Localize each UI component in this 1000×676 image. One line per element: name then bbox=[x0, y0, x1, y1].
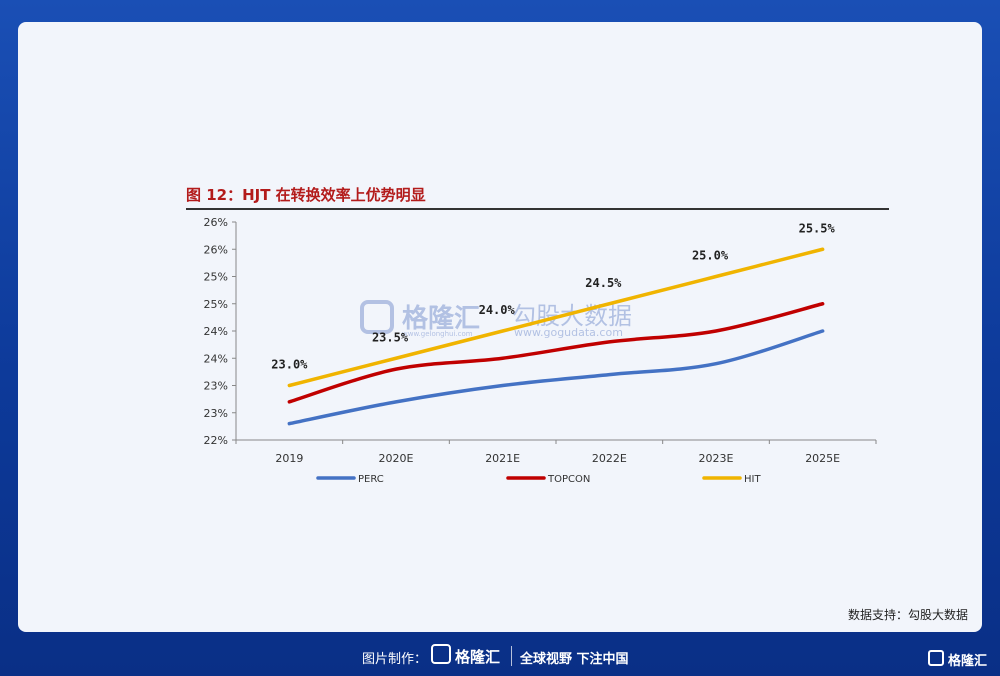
corner-logo-text: 格隆汇 bbox=[948, 654, 988, 669]
y-tick-label: 25% bbox=[204, 298, 228, 311]
title-rule bbox=[186, 208, 889, 210]
x-tick-label: 2020E bbox=[379, 452, 414, 465]
chart-card bbox=[18, 22, 982, 632]
footer-divider bbox=[511, 646, 512, 666]
figure-title: 图 12：HJT 在转换效率上优势明显 bbox=[186, 186, 426, 204]
y-tick-label: 24% bbox=[204, 325, 228, 338]
y-tick-label: 23% bbox=[204, 380, 228, 393]
footer-logo-text: 格隆汇 bbox=[455, 648, 501, 666]
data-label-hit: 24.5% bbox=[585, 276, 622, 290]
y-tick-label: 22% bbox=[204, 434, 228, 447]
watermark-data-url: www.gogudata.com bbox=[514, 326, 623, 339]
watermark-logo-icon bbox=[360, 300, 394, 334]
y-tick-label: 26% bbox=[204, 216, 228, 229]
legend-label-perc: PERC bbox=[358, 474, 384, 485]
y-tick-label: 23% bbox=[204, 407, 228, 420]
data-label-hit: 23.0% bbox=[271, 358, 308, 372]
y-tick-label: 26% bbox=[204, 243, 228, 256]
footer-logo-icon bbox=[431, 644, 451, 664]
watermark-brand-name: 格隆汇 bbox=[402, 304, 481, 334]
x-tick-label: 2025E bbox=[805, 452, 840, 465]
watermark-data-brand: 勾股大数据 bbox=[512, 302, 632, 330]
x-tick-label: 2021E bbox=[485, 452, 520, 465]
y-tick-label: 24% bbox=[204, 352, 228, 365]
legend-label-hit: HIT bbox=[744, 474, 761, 485]
y-tick-label: 25% bbox=[204, 271, 228, 284]
x-tick-label: 2023E bbox=[699, 452, 734, 465]
series-line-topcon bbox=[287, 302, 825, 404]
data-label-hit: 25.5% bbox=[799, 221, 836, 235]
footer-bar: 图片制作： 格隆汇 全球视野 下注中国 格隆汇 bbox=[0, 640, 1000, 676]
x-tick-label: 2022E bbox=[592, 452, 627, 465]
corner-logo-icon bbox=[928, 650, 944, 666]
data-label-hit: 24.0% bbox=[479, 303, 516, 317]
data-label-hit: 25.0% bbox=[692, 249, 729, 263]
source-note: 数据支持：勾股大数据 bbox=[847, 608, 968, 622]
watermark-brand-url: www.gelonghui.com bbox=[402, 330, 473, 338]
series-line-perc bbox=[287, 329, 825, 426]
footer-made-by: 图片制作： bbox=[362, 652, 428, 667]
series-line-hit bbox=[287, 247, 825, 388]
footer-slogan: 全球视野 下注中国 bbox=[520, 652, 629, 667]
data-label-hit: 23.5% bbox=[372, 330, 409, 344]
legend-label-topcon: TOPCON bbox=[547, 474, 590, 485]
x-tick-label: 2019 bbox=[275, 452, 303, 465]
